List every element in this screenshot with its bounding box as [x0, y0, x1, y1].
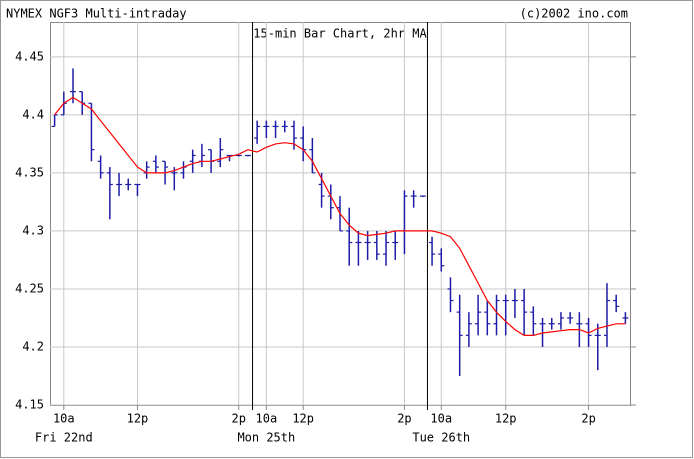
- y-tick-label: 4.4: [22, 107, 44, 121]
- x-tick-label: 10a: [430, 412, 452, 426]
- session-label: Tue 26th: [412, 431, 470, 445]
- y-tick-label: 4.3: [22, 223, 44, 237]
- chart-title: NYMEX NGF3 Multi-intraday: [6, 7, 187, 21]
- x-tick-label: 12p: [495, 412, 517, 426]
- x-tick-label: 2p: [232, 412, 246, 426]
- y-tick-label: 4.35: [15, 165, 44, 179]
- moving-average: [54, 96, 626, 336]
- x-tick-label: 10a: [256, 412, 278, 426]
- x-tick-label: 10a: [53, 412, 75, 426]
- y-tick-label: 4.15: [15, 398, 44, 412]
- y-tick-label: 4.25: [15, 281, 44, 295]
- x-tick-label: 2p: [581, 412, 595, 426]
- x-tick-label: 2p: [397, 412, 411, 426]
- subtitle: 15-min Bar Chart, 2hr MA: [253, 27, 427, 41]
- y-tick-label: 4.45: [15, 49, 44, 63]
- source: (c)2002 ino.com: [520, 7, 628, 21]
- x-tick-label: 12p: [292, 412, 314, 426]
- session-label: Fri 22nd: [35, 431, 93, 445]
- x-tick-label: 12p: [127, 412, 149, 426]
- session-label: Mon 25th: [237, 431, 295, 445]
- y-tick-label: 4.2: [22, 339, 44, 353]
